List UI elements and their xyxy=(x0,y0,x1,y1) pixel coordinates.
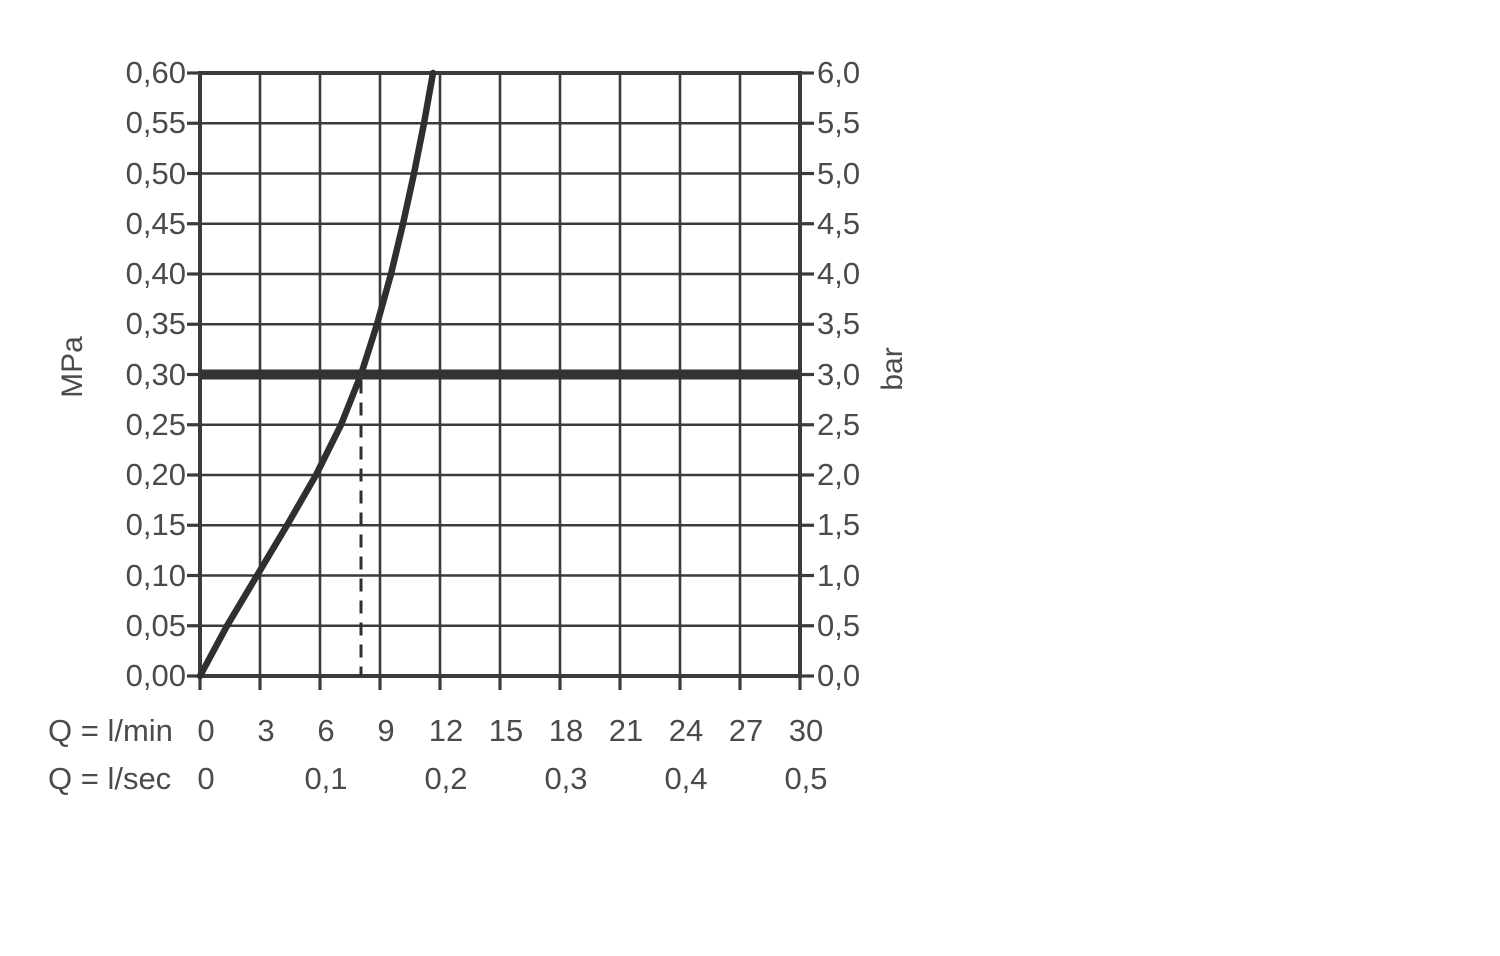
x-lsec-tick-label: 0,5 xyxy=(784,761,828,796)
y-left-tick-label: 0,50 xyxy=(125,155,186,191)
x-lsec-tick-label: 0,2 xyxy=(424,761,468,796)
y-right-tick-label: 1,0 xyxy=(817,557,861,593)
y-left-tick-label: 0,60 xyxy=(125,55,186,90)
x-lsec-tick-label: 0,4 xyxy=(664,761,708,796)
x-lmin-tick-label: 0 xyxy=(197,713,215,748)
y-right-tick-label: 2,0 xyxy=(817,457,861,492)
y-right-tick-label: 6,0 xyxy=(817,55,861,90)
x-lmin-tick-label: 12 xyxy=(428,713,464,748)
x-lsec-tick-label: 0,1 xyxy=(304,761,348,796)
y-right-tick-label: 0,5 xyxy=(817,607,861,643)
y-left-axis-title: MPa xyxy=(56,336,89,398)
y-right-tick-label: 3,0 xyxy=(817,356,861,392)
y-left-tick-label: 0,15 xyxy=(125,507,186,543)
y-left-tick-label: 0,45 xyxy=(125,205,186,241)
x-axis-lsec-unit-label: Q = l/sec xyxy=(48,761,172,796)
y-left-tick-label: 0,00 xyxy=(125,658,186,693)
y-right-tick-label: 3,5 xyxy=(817,306,861,342)
y-left-tick-label: 0,25 xyxy=(125,406,186,442)
x-lmin-tick-label: 30 xyxy=(788,713,824,748)
x-lmin-tick-label: 15 xyxy=(488,713,524,748)
y-left-tick-label: 0,30 xyxy=(125,356,186,392)
x-lmin-tick-label: 9 xyxy=(377,713,395,748)
y-right-tick-label: 2,5 xyxy=(817,406,861,442)
y-left-tick-label: 0,05 xyxy=(125,607,186,643)
x-lmin-tick-label: 21 xyxy=(608,713,644,748)
y-right-tick-label: 4,5 xyxy=(817,205,861,241)
x-axis-lmin-unit-label: Q = l/min xyxy=(48,713,173,748)
y-right-tick-label: 5,5 xyxy=(817,105,861,141)
x-lmin-tick-label: 3 xyxy=(257,713,275,748)
x-lmin-tick-label: 6 xyxy=(317,713,335,748)
y-left-tick-label: 0,20 xyxy=(125,457,186,492)
x-lmin-tick-label: 24 xyxy=(668,713,704,748)
y-right-tick-label: 4,0 xyxy=(817,256,861,291)
x-lsec-tick-label: 0 xyxy=(197,761,215,796)
y-right-tick-label: 1,5 xyxy=(817,507,861,543)
x-lsec-tick-label: 0,3 xyxy=(544,761,588,796)
x-lmin-tick-label: 18 xyxy=(548,713,584,748)
y-left-tick-label: 0,40 xyxy=(125,256,186,291)
y-left-tick-label: 0,35 xyxy=(125,306,186,342)
y-left-tick-label: 0,55 xyxy=(125,105,186,141)
y-left-tick-label: 0,10 xyxy=(125,557,186,593)
y-right-tick-label: 0,0 xyxy=(817,658,861,693)
x-lmin-tick-label: 27 xyxy=(728,713,764,748)
y-right-tick-label: 5,0 xyxy=(817,155,861,191)
y-right-axis-title: bar xyxy=(876,347,909,391)
